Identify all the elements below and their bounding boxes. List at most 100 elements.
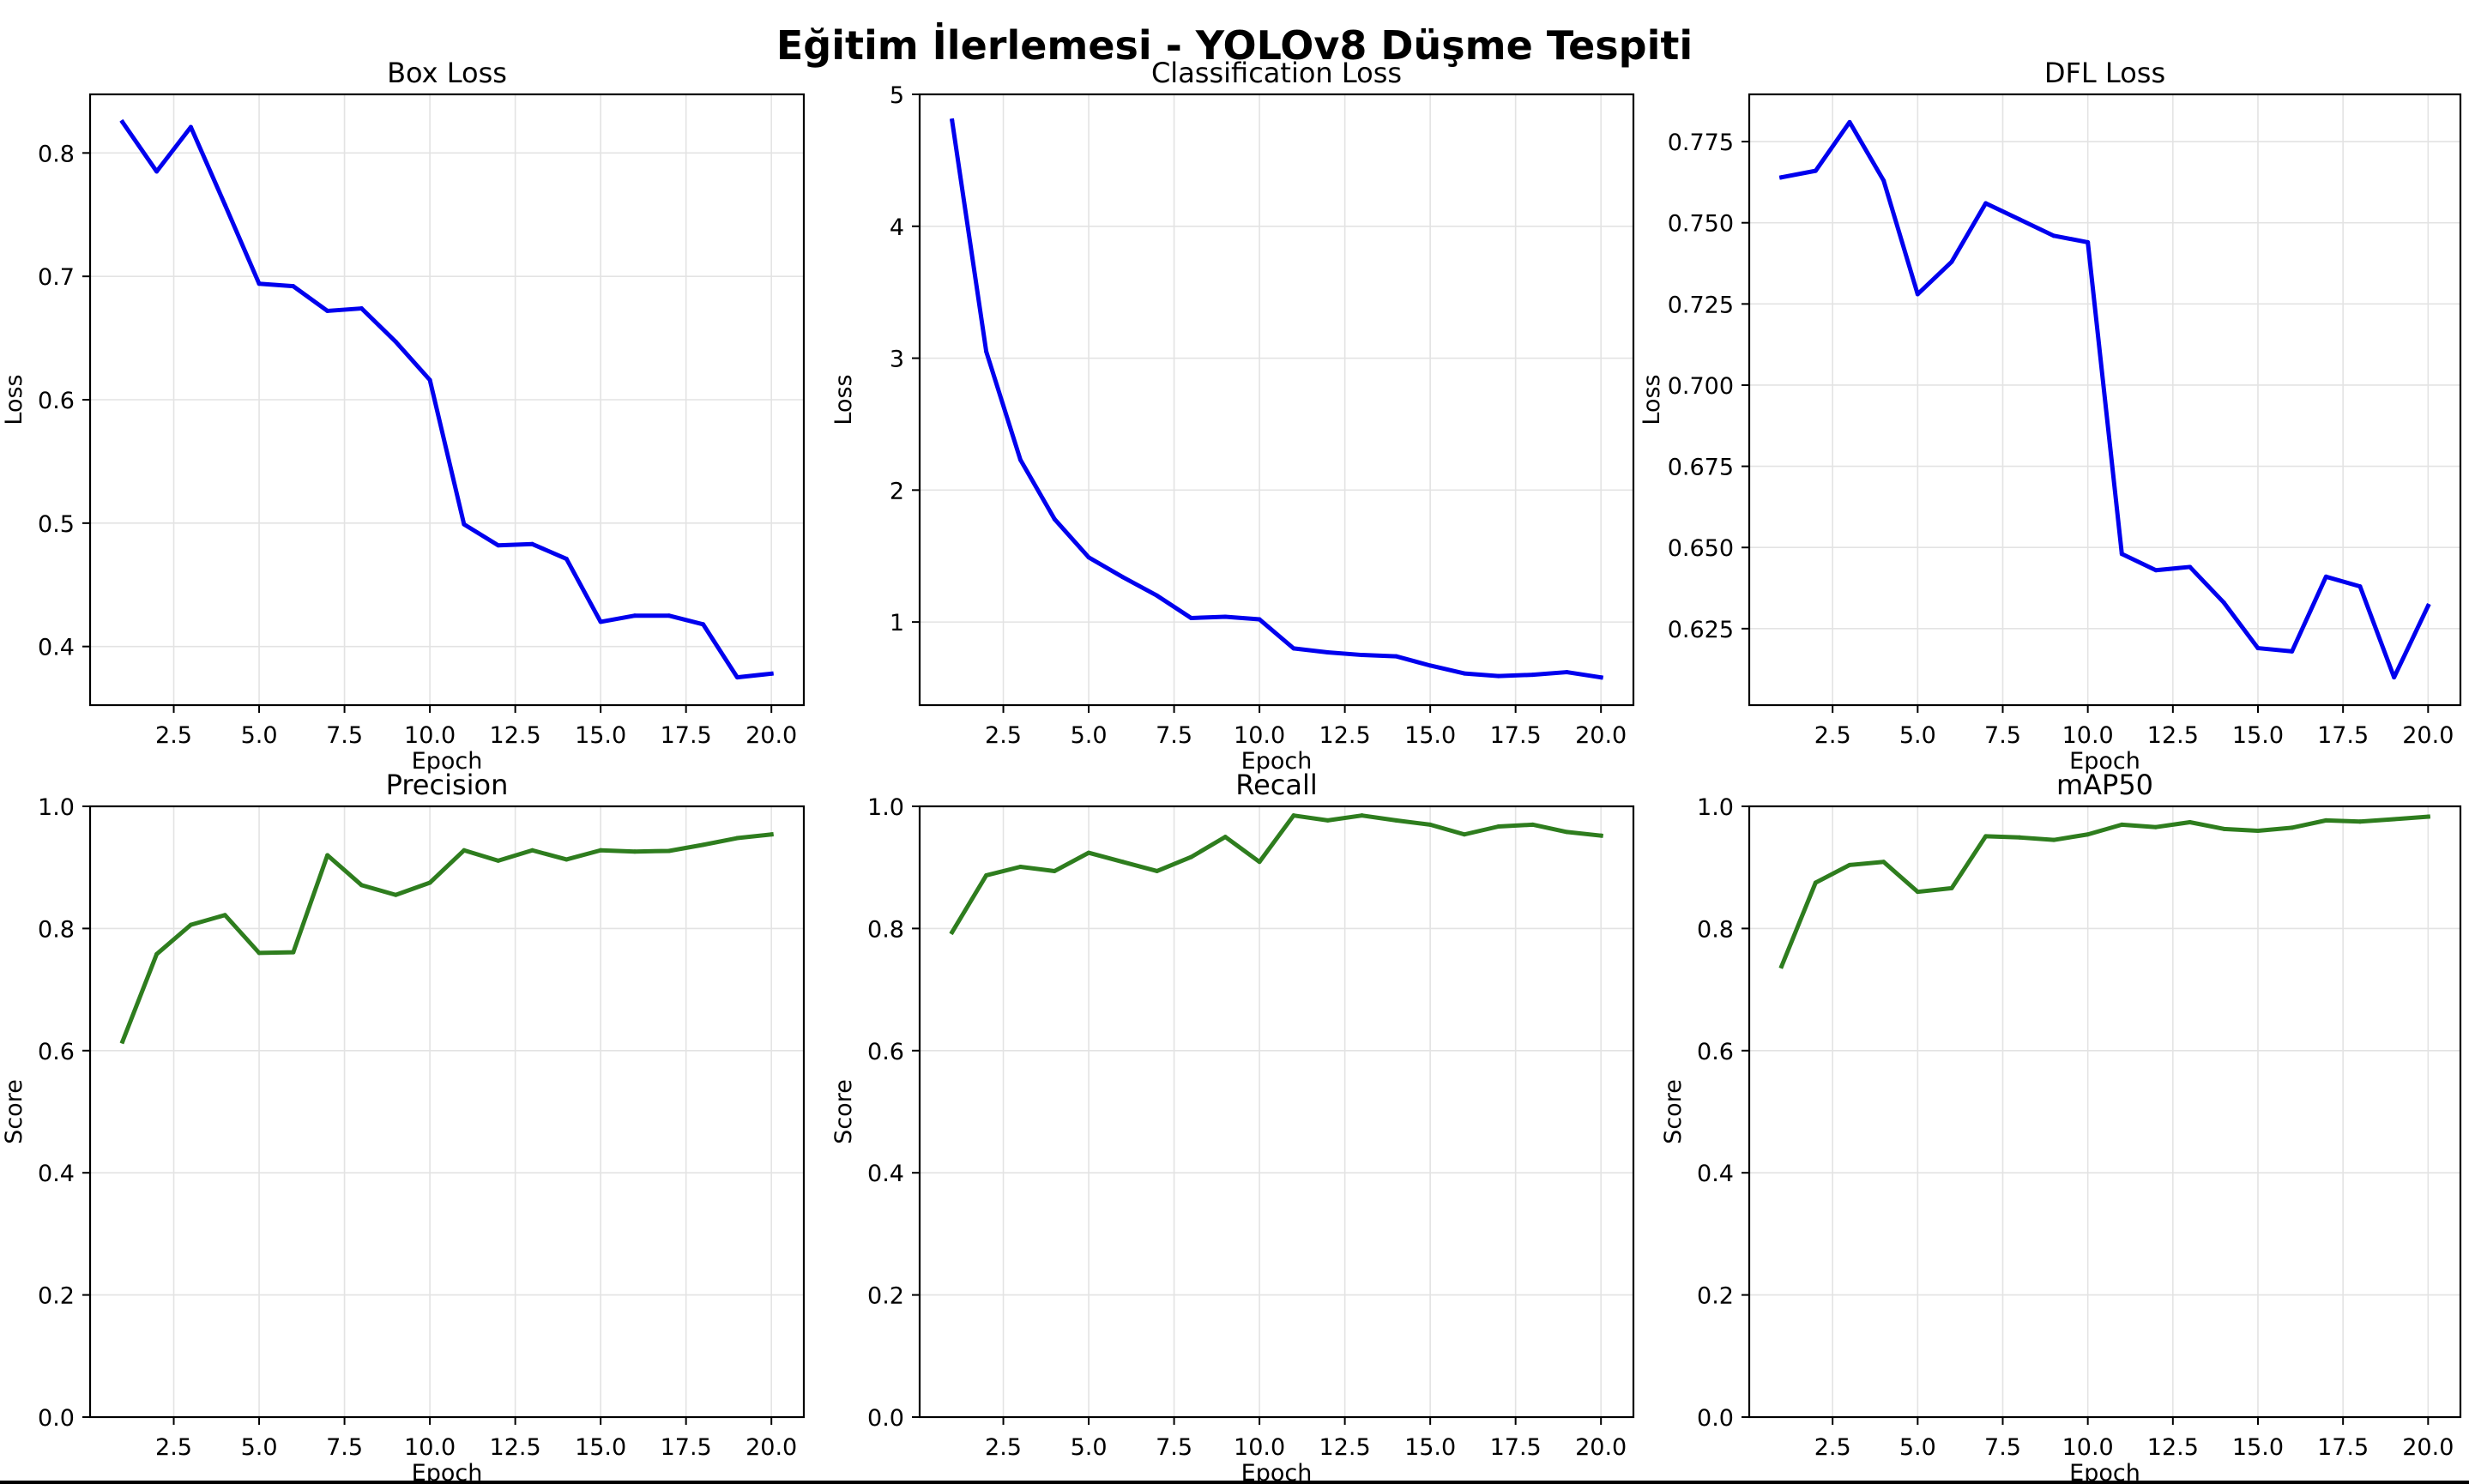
data-point [1017, 864, 1023, 869]
data-point [1530, 822, 1536, 827]
x-tick-label: 10.0 [1234, 722, 1285, 749]
data-point [1428, 822, 1433, 827]
data-point [598, 619, 603, 624]
x-tick-label: 7.5 [1156, 1434, 1192, 1461]
data-point [1325, 817, 1331, 823]
x-tick-label: 12.5 [2147, 1434, 2199, 1461]
data-point [2255, 646, 2261, 651]
data-point [1257, 617, 1262, 622]
x-tick-label: 17.5 [2317, 1434, 2369, 1461]
y-tick-label: 0.4 [38, 1161, 75, 1187]
data-point [2119, 552, 2124, 557]
y-tick-label: 0.7 [38, 264, 75, 291]
y-tick-label: 0.750 [1668, 211, 1734, 238]
x-tick-label: 20.0 [1575, 722, 1627, 749]
y-tick-label: 0.6 [1697, 1039, 1734, 1065]
data-point [2357, 819, 2363, 824]
data-point [1086, 555, 1091, 560]
y-tick-label: 0.6 [38, 388, 75, 414]
y-tick-label: 0.650 [1668, 535, 1734, 562]
y-tick-label: 0.0 [38, 1405, 75, 1432]
data-point [734, 675, 739, 680]
data-point [257, 950, 262, 956]
y-axis-label: Score [1660, 1079, 1687, 1144]
y-tick-label: 0.4 [867, 1161, 904, 1187]
x-tick-label: 5.0 [1071, 1434, 1108, 1461]
data-point [1325, 649, 1331, 655]
data-point [2086, 832, 2091, 837]
y-axis-label: Loss [830, 374, 857, 425]
data-point [496, 543, 501, 548]
data-point [1598, 833, 1603, 838]
x-tick-label: 7.5 [326, 1434, 363, 1461]
data-point [2086, 239, 2091, 244]
x-tick-label: 5.0 [241, 722, 278, 749]
y-tick-label: 0.8 [38, 141, 75, 167]
data-point [950, 118, 955, 124]
data-point [1564, 829, 1569, 835]
data-point [564, 557, 569, 562]
data-point [734, 836, 739, 841]
subplot-title: DFL Loss [2044, 57, 2165, 89]
axes-frame [1748, 805, 2462, 1419]
data-point [950, 930, 955, 935]
data-point [2017, 217, 2022, 222]
data-point [1949, 259, 1954, 264]
x-tick-label: 7.5 [1984, 722, 2021, 749]
axes-frame [88, 805, 806, 1419]
data-point [1052, 868, 1057, 873]
figure-title: Eğitim İlerlemesi - YOLOv8 Düşme Tespiti [776, 22, 1693, 69]
data-point [1222, 614, 1228, 619]
x-tick-label: 2.5 [1814, 1434, 1851, 1461]
data-point [2153, 824, 2158, 829]
y-tick-label: 1 [890, 610, 904, 636]
data-point [1462, 832, 1467, 837]
data-point [1915, 292, 1920, 297]
data-point [2051, 837, 2056, 842]
y-tick-label: 0.2 [38, 1283, 75, 1310]
x-axis-label: Epoch [1241, 1460, 1313, 1484]
data-point [2425, 603, 2430, 608]
x-tick-label: 12.5 [1319, 722, 1371, 749]
y-tick-label: 0.0 [867, 1405, 904, 1432]
axes-frame [918, 805, 1635, 1419]
data-point [1017, 457, 1023, 462]
data-point [359, 306, 364, 311]
y-tick-label: 0.2 [867, 1283, 904, 1310]
y-tick-label: 0.0 [1697, 1405, 1734, 1432]
data-point [427, 377, 432, 383]
subplot-1: 2.5 5.0 7.5 10.0 12.5 15.0 17.5 20.0 0.4 0.5 0.6 0.… [1, 57, 806, 775]
data-point [325, 308, 330, 313]
y-tick-label: 0.625 [1668, 617, 1734, 643]
x-axis-label: Epoch [1241, 748, 1313, 775]
data-point [1983, 201, 1989, 206]
data-point [2221, 600, 2226, 606]
data-point [530, 541, 535, 546]
x-tick-label: 2.5 [155, 1434, 192, 1461]
data-point [1779, 175, 1784, 180]
data-point [1086, 850, 1091, 855]
bottom-rule [0, 1481, 2469, 1484]
x-axis-label: Epoch [2069, 1460, 2140, 1484]
data-point [564, 857, 569, 862]
data-point [427, 880, 432, 885]
x-axis-label: Epoch [412, 748, 483, 775]
x-tick-label: 5.0 [1899, 722, 1936, 749]
series-line [119, 831, 774, 1045]
x-axis-label: Epoch [412, 1460, 483, 1484]
data-point [188, 922, 193, 927]
data-point [222, 202, 227, 208]
data-point [1222, 835, 1228, 840]
data-point [1915, 890, 1920, 895]
data-point [1291, 646, 1296, 651]
y-tick-label: 0.4 [38, 635, 75, 661]
data-point [1120, 860, 1126, 865]
data-point [1155, 868, 1160, 873]
x-tick-label: 17.5 [661, 1434, 712, 1461]
x-tick-label: 2.5 [985, 722, 1022, 749]
data-point [2323, 817, 2328, 823]
x-tick-label: 12.5 [2147, 722, 2199, 749]
data-point [1291, 813, 1296, 818]
x-tick-label: 20.0 [1575, 1434, 1627, 1461]
x-tick-label: 15.0 [2232, 722, 2284, 749]
